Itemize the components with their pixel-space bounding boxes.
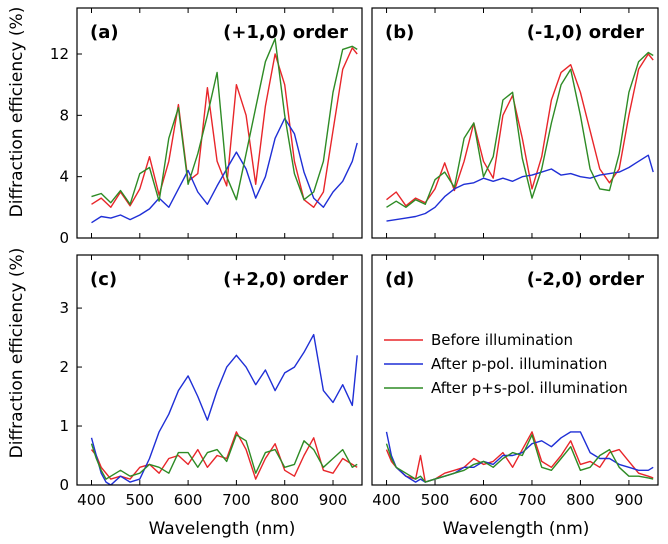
panel-letter: (d) xyxy=(385,269,414,290)
y-tick-label: 1 xyxy=(59,417,69,435)
x-tick-label: 800 xyxy=(566,491,595,509)
panel-4: 400 500 600 700 800 900 (d) (-2,0) order xyxy=(371,254,659,509)
plot-frame xyxy=(371,254,659,486)
y-tick-label: 12 xyxy=(50,45,69,63)
legend-label-before: Before illumination xyxy=(431,331,573,349)
x-tick-label: 500 xyxy=(421,491,450,509)
series-line-3 xyxy=(385,434,654,483)
legend-label-p-pol: After p-pol. illumination xyxy=(431,355,607,373)
y-tick-label: 2 xyxy=(59,358,69,376)
x-tick-label: 600 xyxy=(174,491,203,509)
plot-frame xyxy=(76,254,363,486)
series-line-2 xyxy=(91,117,358,224)
series-line-3 xyxy=(386,51,654,208)
x-tick-label: 400 xyxy=(77,491,106,509)
y-tick-label: 8 xyxy=(59,106,69,124)
x-tick-label: 500 xyxy=(125,491,154,509)
series-line-1 xyxy=(91,47,358,208)
x-tick-label: 900 xyxy=(319,491,348,509)
y-axis-label: Diffraction efficiency (%) xyxy=(7,248,27,459)
panel-letter: (a) xyxy=(90,22,119,43)
series-line-1 xyxy=(386,53,654,207)
legend: Before illumination After p-pol. illumin… xyxy=(384,331,628,397)
y-tick-label: 0 xyxy=(59,476,69,494)
panel-title: (-2,0) order xyxy=(527,269,644,290)
x-tick-label: 800 xyxy=(270,491,299,509)
y-tick-label: 0 xyxy=(59,229,69,247)
x-axis-label-right: Wavelength (nm) xyxy=(443,519,590,539)
y-tick-label: 4 xyxy=(59,168,69,186)
series-line-2 xyxy=(385,431,654,483)
series-line-2 xyxy=(386,154,654,222)
panel-3: 400 500 600 700 800 900 0 1 2 3 (c) (+2,0) order xyxy=(59,254,363,509)
series-line-3 xyxy=(90,434,358,480)
panel-1: 0 4 8 12 (a) (+1,0) order xyxy=(50,7,363,247)
panel-letter: (b) xyxy=(385,22,414,43)
series-line-3 xyxy=(91,38,358,205)
x-tick-label: 700 xyxy=(222,491,251,509)
legend-label-ps-pol: After p+s-pol. illumination xyxy=(431,379,628,397)
x-tick-label: 400 xyxy=(372,491,401,509)
panel-title: (+1,0) order xyxy=(223,22,348,43)
panel-title: (-1,0) order xyxy=(527,22,644,43)
x-axis-label-left: Wavelength (nm) xyxy=(149,519,296,539)
x-tick-label: 600 xyxy=(469,491,498,509)
series-line-1 xyxy=(385,431,654,483)
x-tick-label: 900 xyxy=(615,491,644,509)
x-tick-label: 700 xyxy=(518,491,547,509)
y-axis-label-top: Diffraction efficiency (%) xyxy=(7,7,27,218)
panel-letter: (c) xyxy=(90,269,117,290)
plot-frame xyxy=(76,7,363,239)
y-tick-label: 3 xyxy=(59,299,69,317)
panel-2: (b) (-1,0) order xyxy=(371,7,659,239)
panel-title: (+2,0) order xyxy=(223,269,348,290)
series-line-2 xyxy=(90,333,358,485)
plot-frame xyxy=(371,7,659,239)
